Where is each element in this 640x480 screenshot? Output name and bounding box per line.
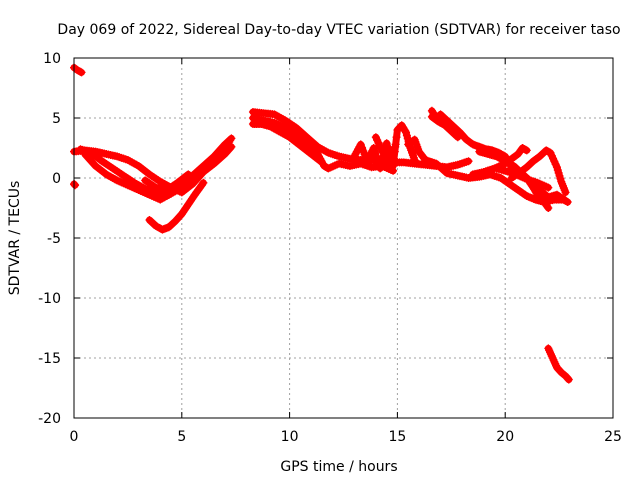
data-point: [546, 350, 555, 359]
data-point: [543, 202, 552, 211]
x-tick-label-1: 5: [177, 429, 186, 445]
y-tick-label-4: 0: [52, 171, 61, 187]
data-point: [494, 153, 503, 162]
data-point: [392, 133, 401, 142]
data-point: [71, 181, 80, 190]
x-tick-label-0: 0: [70, 429, 79, 445]
data-point: [453, 133, 462, 142]
y-tick-labels: -20 -15 -10 -5 0 5 10: [38, 51, 61, 427]
data-point: [561, 196, 570, 205]
data-point: [376, 164, 385, 173]
data-segment-19: [544, 344, 573, 384]
data-point: [546, 348, 555, 357]
data-point: [184, 170, 193, 179]
data-point: [266, 122, 275, 131]
data-point: [559, 195, 568, 204]
data-point: [382, 139, 391, 148]
data-segment-0: [70, 63, 86, 77]
data-segment-6: [141, 170, 193, 194]
data-point: [356, 140, 365, 149]
y-tick-label-0: -20: [38, 411, 61, 427]
data-point: [529, 194, 538, 203]
data-point: [199, 178, 208, 187]
data-point: [401, 126, 410, 135]
data-point: [496, 154, 505, 163]
data-point: [544, 204, 553, 212]
data-point: [271, 125, 280, 134]
data-point: [502, 158, 511, 167]
data-point: [372, 152, 381, 161]
x-tick-labels: 0 5 10 15 20 25: [70, 429, 622, 445]
x-tick-label-4: 20: [496, 429, 514, 445]
grid-lines: [74, 58, 613, 418]
data-point: [545, 346, 554, 355]
y-tick-label-2: -10: [38, 291, 61, 307]
data-point: [506, 160, 515, 169]
data-point: [544, 344, 553, 353]
data-segment-14: [427, 112, 462, 142]
data-point: [389, 144, 398, 153]
data-point: [189, 192, 198, 201]
data-point: [522, 146, 531, 155]
data-point: [504, 159, 513, 168]
data-point: [544, 183, 553, 192]
data-point: [77, 68, 86, 77]
data-point: [548, 354, 557, 362]
data-point: [564, 375, 573, 384]
plot-frame: [73, 57, 614, 419]
data-point: [391, 142, 400, 151]
data-point: [561, 188, 570, 197]
x-tick-label-3: 15: [388, 429, 406, 445]
data-point: [521, 190, 530, 199]
data-segment-2: [70, 142, 236, 197]
y-tick-label-3: -5: [47, 231, 61, 247]
data-point: [359, 147, 368, 156]
data-point: [499, 156, 508, 165]
data-point: [497, 155, 506, 164]
data-segment-11: [371, 133, 400, 161]
data-point: [389, 162, 398, 170]
data-segment-18: [492, 164, 553, 192]
x-tick-label-2: 10: [281, 429, 299, 445]
data-point: [549, 355, 558, 364]
data-point: [522, 192, 531, 200]
data-point: [526, 193, 535, 202]
y-tick-label-5: 5: [52, 111, 61, 127]
data-segment-1: [70, 180, 80, 190]
data-point: [360, 150, 369, 159]
data-point: [227, 134, 236, 143]
data-point: [547, 352, 556, 361]
data-point: [369, 144, 378, 152]
data-point: [269, 124, 278, 133]
data-segment-9: [248, 120, 326, 167]
data-point: [267, 123, 276, 132]
data-point: [501, 157, 510, 166]
data-point: [550, 357, 559, 366]
data-point: [358, 143, 367, 152]
data-point: [370, 148, 379, 157]
data-point: [317, 158, 326, 167]
chart-title: Day 069 of 2022, Sidereal Day-to-day VTE…: [57, 22, 620, 38]
data-point: [226, 135, 235, 144]
data-point: [551, 359, 560, 368]
data-point: [410, 156, 419, 164]
data-point: [492, 152, 501, 161]
data-point: [452, 132, 461, 140]
y-tick-label-6: 10: [43, 51, 61, 67]
x-axis-title: GPS time / hours: [280, 459, 397, 475]
y-tick-label-1: -15: [38, 351, 61, 367]
data-point: [464, 157, 473, 166]
data-point: [524, 192, 533, 201]
data-series: [70, 63, 573, 384]
x-tick-label-5: 25: [604, 429, 622, 445]
data-point: [527, 194, 536, 203]
data-point: [377, 159, 386, 168]
data-segment-5: [145, 178, 208, 234]
y-axis-title: SDTVAR / TECUs: [7, 181, 23, 296]
